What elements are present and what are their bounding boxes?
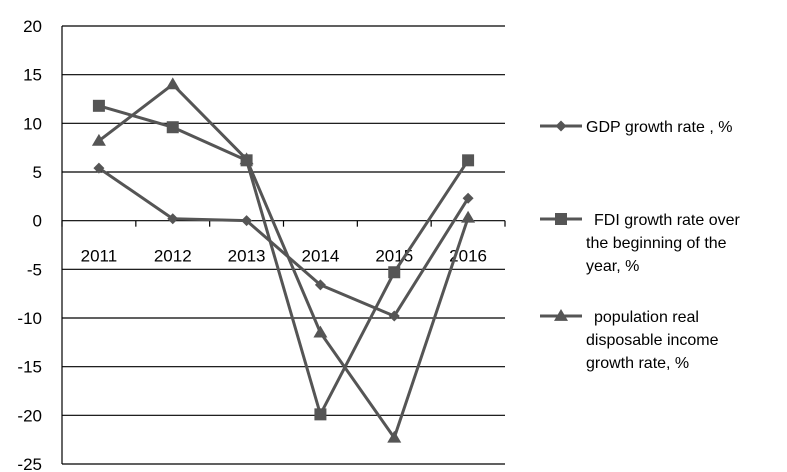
x-tick-label-2013: 2013 [228, 247, 266, 266]
gridlines [62, 25, 505, 465]
series-2-point-2011 [92, 99, 105, 112]
legend-entry-3: population real disposable income growth r… [540, 309, 719, 372]
series-3-point-2014 [313, 325, 328, 338]
series-1-point-2014 [314, 279, 326, 291]
legend-label-3: population real disposable income growth r… [586, 309, 719, 372]
y-tick-label-20: 20 [23, 17, 42, 36]
legend: GDP growth rate , % FDI growth rate over t… [540, 119, 741, 372]
series-3 [91, 77, 476, 443]
series-2-point-2015 [388, 266, 401, 279]
y-tick-label--10: -10 [17, 309, 42, 328]
legend-swatch-marker [555, 120, 567, 132]
series-3-line [98, 82, 470, 440]
series-2-point-2012 [166, 121, 179, 134]
x-tick-label-2015: 2015 [375, 247, 413, 266]
legend-label-2: FDI growth rate over the beginning of the… [586, 212, 741, 275]
legend-swatch-marker [555, 213, 567, 225]
legend-swatch-marker [554, 309, 568, 321]
series-3-point-2011 [91, 133, 106, 146]
x-tick-label-2016: 2016 [449, 247, 487, 266]
series-1-point-2011 [93, 162, 105, 174]
x-tick-label-2011: 2011 [81, 247, 118, 266]
legend-entry-1: GDP growth rate , % [540, 119, 732, 136]
y-tick-label-5: 5 [33, 163, 42, 182]
x-tick-label-2012: 2012 [154, 247, 192, 266]
series-3-point-2012 [165, 77, 180, 90]
series-2-point-2016 [462, 154, 475, 167]
series-3-point-2013 [239, 152, 254, 165]
series-1-point-2012 [167, 213, 179, 225]
series-1-point-2016 [462, 192, 474, 204]
y-axis-tick-labels: 20 15 10 5 0 -5 -10 -15 -20 -25 [17, 17, 42, 472]
series-3-point-2015 [387, 430, 402, 443]
x-tick-label-2014: 2014 [302, 247, 340, 266]
series-2-line [98, 104, 470, 416]
series-1-point-2015 [388, 310, 400, 322]
axes [61, 26, 506, 464]
series-1-line [98, 166, 470, 318]
x-axis-tick-labels: 2011 2012 2013 2014 2015 2016 [81, 247, 487, 266]
legend-label-1: GDP growth rate , % [586, 119, 732, 136]
series-3-point-2016 [461, 210, 476, 223]
series-1-point-2013 [241, 215, 253, 227]
series-group [91, 77, 476, 443]
y-tick-label--25: -25 [17, 455, 42, 472]
series-1 [93, 162, 474, 322]
y-tick-label--20: -20 [17, 406, 42, 425]
series-2-point-2014 [314, 408, 327, 421]
y-tick-label--5: -5 [27, 260, 42, 279]
y-tick-label-10: 10 [23, 114, 42, 133]
y-tick-label-15: 15 [23, 66, 42, 85]
y-tick-label--15: -15 [17, 358, 42, 377]
legend-entry-2: FDI growth rate over the beginning of the… [540, 212, 741, 275]
y-tick-label-0: 0 [33, 212, 42, 231]
